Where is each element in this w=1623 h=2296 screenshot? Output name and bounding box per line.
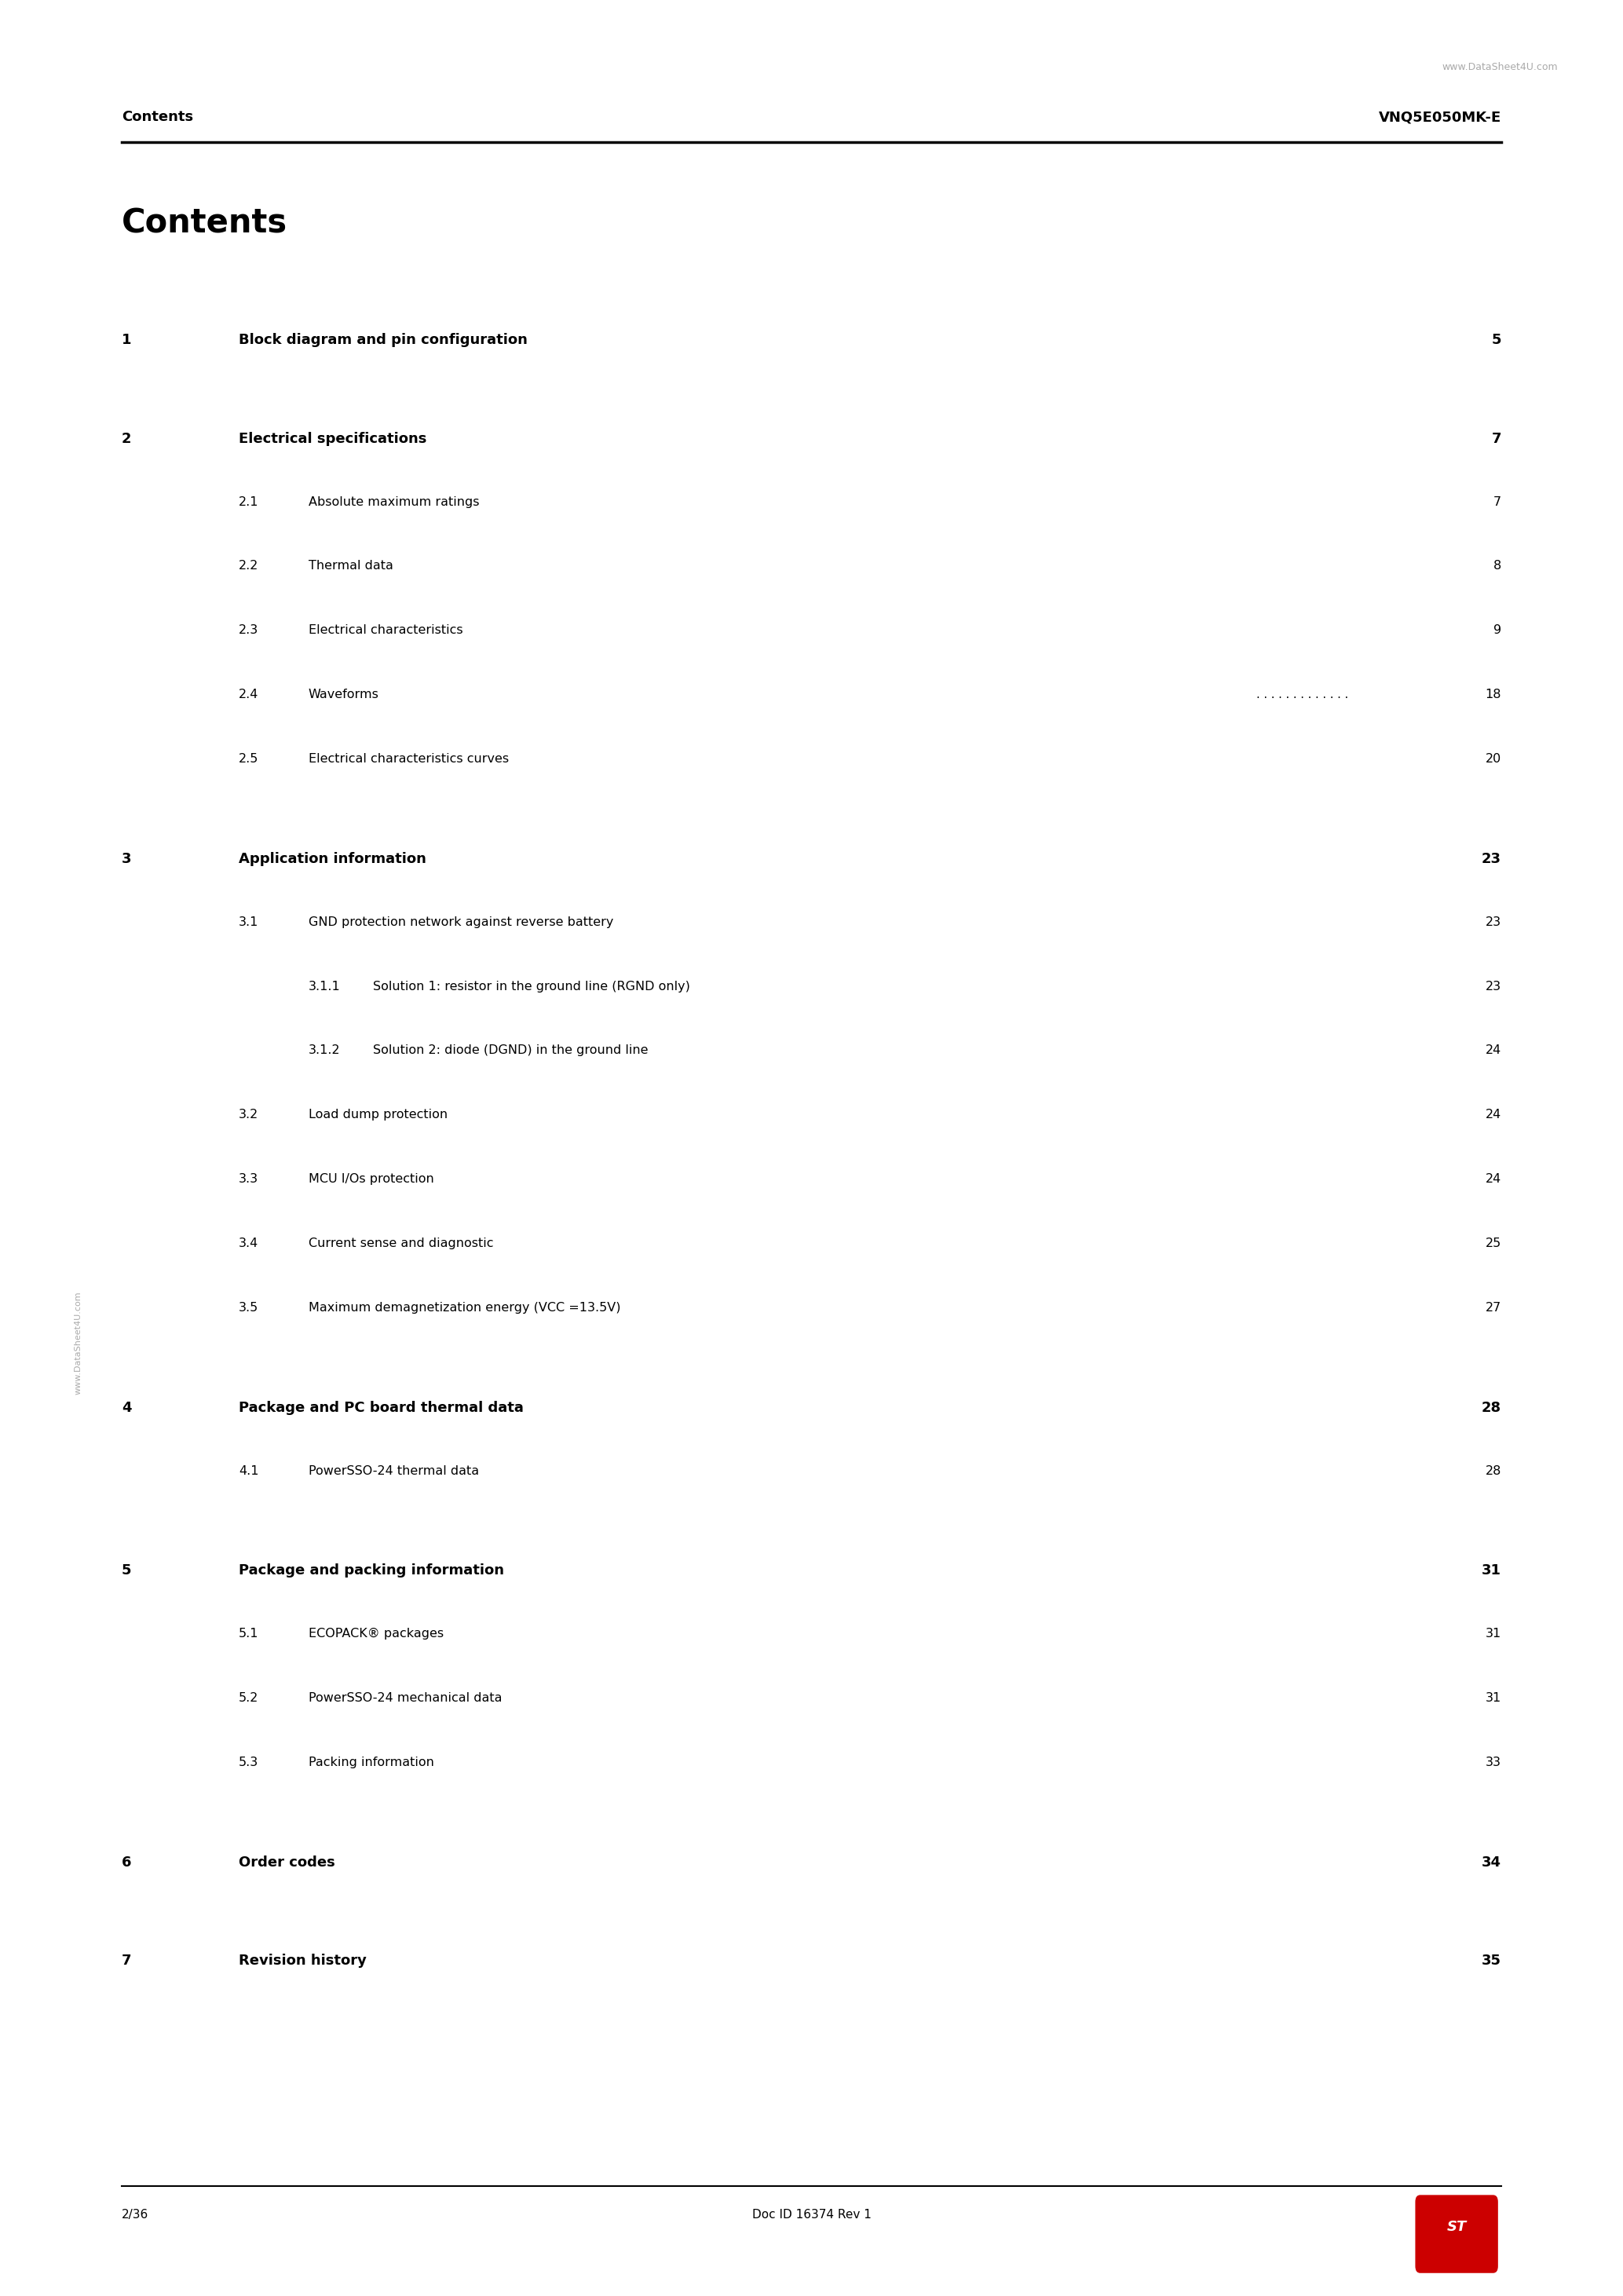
- Text: 31: 31: [1485, 1692, 1501, 1704]
- Text: Package and packing information: Package and packing information: [239, 1564, 505, 1577]
- Text: 2.2: 2.2: [239, 560, 258, 572]
- Text: 34: 34: [1482, 1855, 1501, 1869]
- Text: Electrical specifications: Electrical specifications: [239, 432, 427, 445]
- Text: Maximum demagnetization energy (VCC =13.5V): Maximum demagnetization energy (VCC =13.…: [308, 1302, 620, 1313]
- Text: Load dump protection: Load dump protection: [308, 1109, 448, 1120]
- Text: 2.5: 2.5: [239, 753, 258, 765]
- Text: 5.1: 5.1: [239, 1628, 258, 1639]
- Text: 7: 7: [1492, 432, 1501, 445]
- Text: 25: 25: [1485, 1238, 1501, 1249]
- Text: ECOPACK® packages: ECOPACK® packages: [308, 1628, 443, 1639]
- Text: . . . . . . . . . . . . .: . . . . . . . . . . . . .: [1256, 689, 1352, 700]
- Text: 23: 23: [1482, 852, 1501, 866]
- Text: 3.5: 3.5: [239, 1302, 258, 1313]
- Text: 5: 5: [1492, 333, 1501, 347]
- Text: ST: ST: [1446, 2220, 1467, 2234]
- Text: Solution 1: resistor in the ground line (RGND only): Solution 1: resistor in the ground line …: [373, 980, 690, 992]
- Text: Current sense and diagnostic: Current sense and diagnostic: [308, 1238, 493, 1249]
- Text: 6: 6: [122, 1855, 131, 1869]
- Text: Solution 2: diode (DGND) in the ground line: Solution 2: diode (DGND) in the ground l…: [373, 1045, 649, 1056]
- Text: 23: 23: [1485, 980, 1501, 992]
- Text: 3.2: 3.2: [239, 1109, 258, 1120]
- Text: 3.1.2: 3.1.2: [308, 1045, 341, 1056]
- Text: Electrical characteristics: Electrical characteristics: [308, 625, 463, 636]
- Text: www.DataSheet4U.com: www.DataSheet4U.com: [1443, 62, 1558, 71]
- Text: 18: 18: [1485, 689, 1501, 700]
- Text: 4.1: 4.1: [239, 1465, 258, 1476]
- Text: 1: 1: [122, 333, 131, 347]
- Text: 4: 4: [122, 1401, 131, 1414]
- Text: Contents: Contents: [122, 207, 287, 239]
- Text: Contents: Contents: [122, 110, 193, 124]
- Text: Packing information: Packing information: [308, 1756, 433, 1768]
- Text: 8: 8: [1493, 560, 1501, 572]
- Text: VNQ5E050MK-E: VNQ5E050MK-E: [1378, 110, 1501, 124]
- Text: 3: 3: [122, 852, 131, 866]
- Text: Block diagram and pin configuration: Block diagram and pin configuration: [239, 333, 527, 347]
- Text: 3.1.1: 3.1.1: [308, 980, 341, 992]
- Text: 7: 7: [1493, 496, 1501, 507]
- Text: Revision history: Revision history: [239, 1954, 367, 1968]
- FancyBboxPatch shape: [1415, 2195, 1498, 2273]
- Text: 5.3: 5.3: [239, 1756, 258, 1768]
- Text: 9: 9: [1493, 625, 1501, 636]
- Text: www.DataSheet4U.com: www.DataSheet4U.com: [75, 1290, 81, 1396]
- Text: 5: 5: [122, 1564, 131, 1577]
- Text: 23: 23: [1485, 916, 1501, 928]
- Text: PowerSSO-24 mechanical data: PowerSSO-24 mechanical data: [308, 1692, 502, 1704]
- Text: 28: 28: [1485, 1465, 1501, 1476]
- Text: 24: 24: [1485, 1173, 1501, 1185]
- Text: Waveforms: Waveforms: [308, 689, 378, 700]
- Text: Doc ID 16374 Rev 1: Doc ID 16374 Rev 1: [751, 2209, 872, 2220]
- Text: Application information: Application information: [239, 852, 427, 866]
- Text: 24: 24: [1485, 1109, 1501, 1120]
- Text: Absolute maximum ratings: Absolute maximum ratings: [308, 496, 479, 507]
- Text: 3.1: 3.1: [239, 916, 258, 928]
- Text: 28: 28: [1482, 1401, 1501, 1414]
- Text: 2.4: 2.4: [239, 689, 258, 700]
- Text: Package and PC board thermal data: Package and PC board thermal data: [239, 1401, 524, 1414]
- Text: GND protection network against reverse battery: GND protection network against reverse b…: [308, 916, 613, 928]
- Text: 2.1: 2.1: [239, 496, 258, 507]
- Text: 3.3: 3.3: [239, 1173, 258, 1185]
- Text: 35: 35: [1482, 1954, 1501, 1968]
- Text: Order codes: Order codes: [239, 1855, 334, 1869]
- Text: 2.3: 2.3: [239, 625, 258, 636]
- Text: 3.4: 3.4: [239, 1238, 258, 1249]
- Text: 31: 31: [1482, 1564, 1501, 1577]
- Text: 24: 24: [1485, 1045, 1501, 1056]
- Text: 33: 33: [1485, 1756, 1501, 1768]
- Text: 2: 2: [122, 432, 131, 445]
- Text: PowerSSO-24 thermal data: PowerSSO-24 thermal data: [308, 1465, 479, 1476]
- Text: 31: 31: [1485, 1628, 1501, 1639]
- Text: 27: 27: [1485, 1302, 1501, 1313]
- Text: 2/36: 2/36: [122, 2209, 149, 2220]
- Text: 20: 20: [1485, 753, 1501, 765]
- Text: 7: 7: [122, 1954, 131, 1968]
- Text: Thermal data: Thermal data: [308, 560, 393, 572]
- Text: Electrical characteristics curves: Electrical characteristics curves: [308, 753, 508, 765]
- Text: 5.2: 5.2: [239, 1692, 258, 1704]
- Text: MCU I/Os protection: MCU I/Os protection: [308, 1173, 433, 1185]
